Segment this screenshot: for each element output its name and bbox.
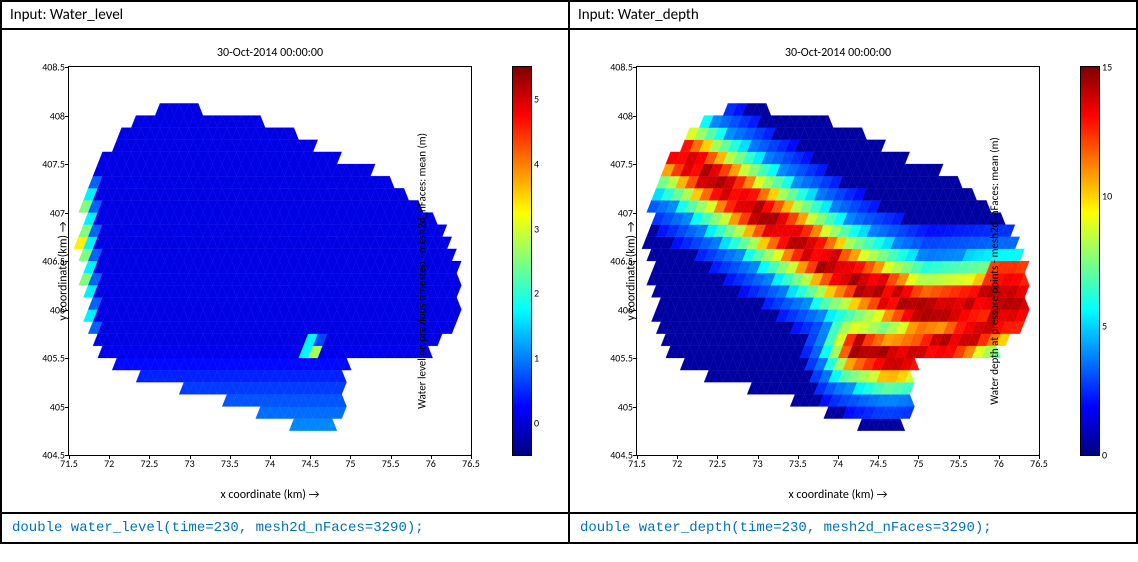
colorbar: 012345: [512, 66, 532, 456]
plot-area: 404.5405405.5406406.5407407.5408408.571.…: [68, 66, 472, 456]
colorbar: 051015: [1080, 66, 1100, 456]
colorbar-tick: 5: [531, 93, 539, 106]
colorbar-tick: 0: [1099, 449, 1107, 462]
colorbar-label: Water depth at pressure points - mesh2d_…: [988, 137, 1001, 404]
colorbar-tick: 2: [531, 287, 539, 300]
figure-water-depth: 30-Oct-2014 00:00:00y coordinate (km) →x…: [576, 36, 1130, 506]
colorbar-tick: 15: [1099, 61, 1112, 74]
code-right: double water_depth(time=230, mesh2d_nFac…: [569, 513, 1137, 543]
colorbar-tick: 5: [1099, 319, 1107, 332]
comparison-table: Input: Water_level Input: Water_depth 30…: [0, 0, 1138, 544]
header-left: Input: Water_level: [1, 1, 569, 29]
plot-area: 404.5405405.5406406.5407407.5408408.571.…: [636, 66, 1040, 456]
figure-water-level: 30-Oct-2014 00:00:00y coordinate (km) →x…: [8, 36, 562, 506]
x-axis-label: x coordinate (km) →: [68, 488, 472, 502]
plot-title: 30-Oct-2014 00:00:00: [68, 46, 472, 60]
mesh-plot: [637, 67, 1039, 455]
chart-cell-left: 30-Oct-2014 00:00:00y coordinate (km) →x…: [1, 29, 569, 513]
plot-title: 30-Oct-2014 00:00:00: [636, 46, 1040, 60]
colorbar-tick: 0: [531, 416, 539, 429]
colorbar-label: Water level on previous timestep - mesh2…: [416, 133, 429, 409]
header-right: Input: Water_depth: [569, 1, 1137, 29]
x-axis-label: x coordinate (km) →: [636, 488, 1040, 502]
code-left: double water_level(time=230, mesh2d_nFac…: [1, 513, 569, 543]
colorbar-tick: 10: [1099, 190, 1112, 203]
chart-cell-right: 30-Oct-2014 00:00:00y coordinate (km) →x…: [569, 29, 1137, 513]
colorbar-tick: 3: [531, 222, 539, 235]
mesh-plot: [69, 67, 471, 455]
colorbar-tick: 4: [531, 158, 539, 171]
colorbar-tick: 1: [531, 352, 539, 365]
